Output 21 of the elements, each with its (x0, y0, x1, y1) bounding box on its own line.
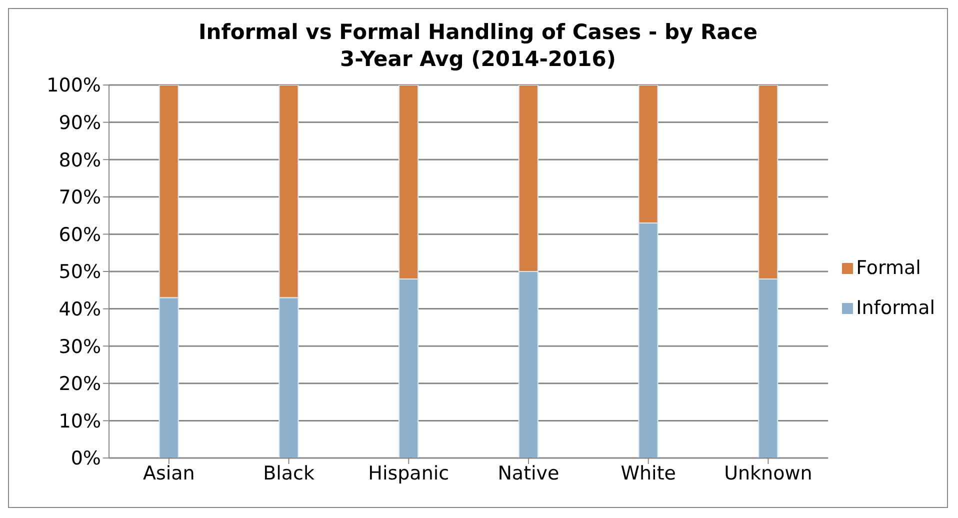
y-tick-label: 10% (58, 410, 101, 432)
y-tick-label: 50% (58, 261, 101, 284)
chart-title: Informal vs Formal Handling of Cases - by Race (197, 19, 759, 46)
y-tick-label: 40% (58, 298, 101, 321)
x-tick-label: Asian (142, 462, 195, 484)
y-tick-label: 100% (46, 74, 101, 97)
chart-subtitle: 3-Year Avg (2014-2016) (339, 46, 617, 73)
y-tick-label: 0% (70, 448, 101, 470)
y-tick-label: 80% (58, 149, 101, 172)
y-tick-label: 30% (58, 336, 101, 358)
x-tick-label: Unknown (724, 462, 812, 484)
legend-label: Informal (856, 297, 935, 319)
legend-label: Formal (856, 257, 921, 279)
y-tick-label: 90% (58, 112, 101, 134)
y-tick-label: 20% (58, 373, 101, 396)
x-tick-label: Black (263, 462, 314, 484)
y-tick-label: 70% (58, 186, 101, 209)
x-tick-label: Hispanic (368, 462, 450, 484)
x-tick-label: Native (498, 462, 560, 484)
x-tick-label: White (620, 462, 676, 484)
y-tick-label: 60% (58, 224, 101, 246)
